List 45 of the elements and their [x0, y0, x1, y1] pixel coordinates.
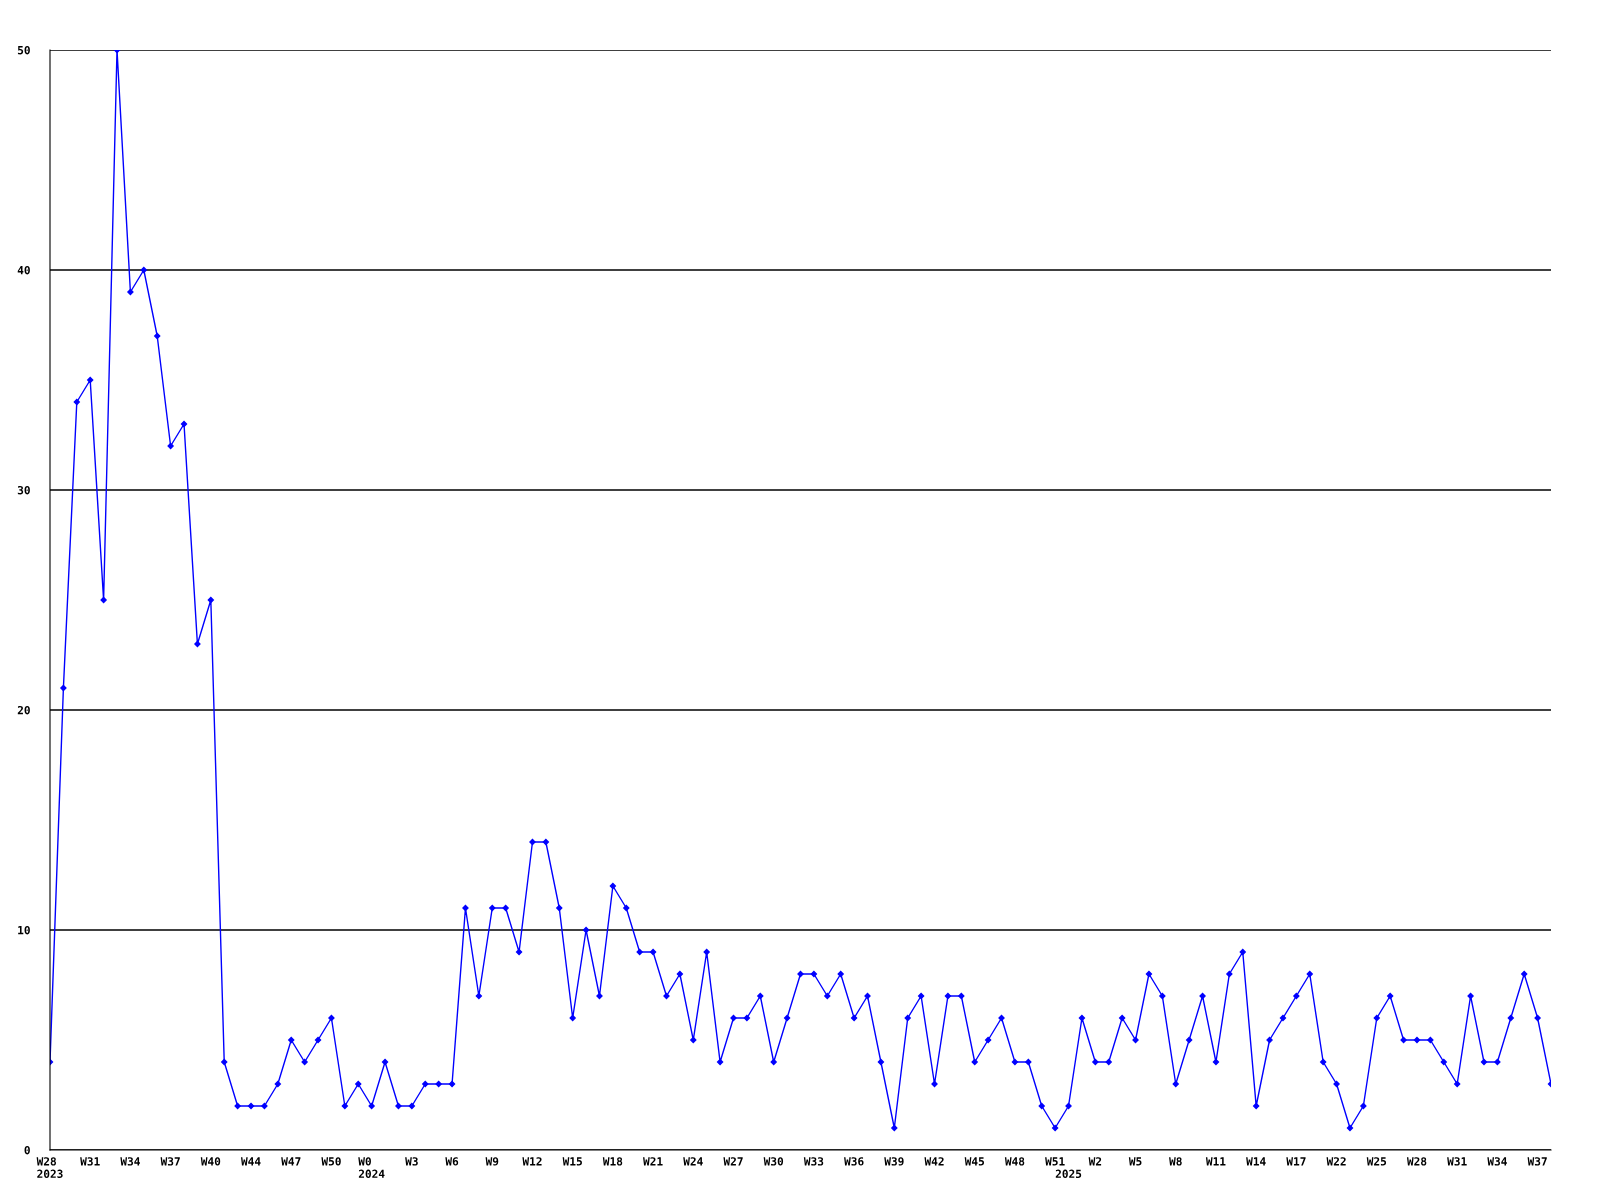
y-tick-label: 50 [17, 45, 30, 55]
x-tick-label: W45 [964, 1157, 984, 1166]
x-tick-label: W39 [884, 1157, 904, 1166]
x-tick-label: W33 [803, 1157, 824, 1166]
y-tick-label: 10 [18, 925, 30, 935]
x-tick-label: W42 [924, 1157, 944, 1166]
x-tick-label: W34 [120, 1157, 140, 1166]
x-tick-label: W47 [281, 1157, 301, 1166]
x-tick-label: W8 [1169, 1157, 1182, 1166]
x-tick-label: W11 [1205, 1157, 1226, 1166]
x-tick-label: W18 [602, 1157, 623, 1166]
x-tick-label: W14 [1246, 1157, 1266, 1166]
y-tick-label: 30 [17, 485, 30, 495]
x-tick-label: 2025 [1055, 1169, 1082, 1178]
y-tick-label: 40 [17, 265, 30, 275]
x-tick-label: W48 [1004, 1157, 1025, 1166]
x-tick-label: W21 [643, 1157, 663, 1166]
x-tick-label: W31 [1447, 1157, 1467, 1166]
x-tick-label: W28 2023 [36, 1157, 63, 1178]
x-tick-label: W2 [1088, 1157, 1102, 1166]
x-tick-label: W25 [1366, 1157, 1387, 1166]
x-tick-label: W50 [321, 1157, 341, 1166]
x-tick-label: W31 [80, 1157, 100, 1166]
y-tick-label: 20 [17, 705, 30, 715]
x-tick-label: W34 [1487, 1157, 1507, 1166]
x-tick-label: W37 [160, 1157, 180, 1166]
x-tick-label: W36 [844, 1157, 864, 1166]
x-tick-label: W27 [723, 1157, 743, 1166]
x-tick-label: W5 [1128, 1157, 1142, 1166]
x-tick-label: W37 [1527, 1157, 1547, 1166]
x-tick-label: W9 [485, 1157, 499, 1166]
x-tick-label: W17 [1286, 1157, 1306, 1166]
x-tick-label: W22 [1326, 1157, 1346, 1166]
x-tick-label: W30 [763, 1157, 784, 1166]
y-tick-label: 0 [24, 1145, 30, 1155]
x-tick-label: W0 2024 [358, 1157, 385, 1178]
x-tick-label: W15 [562, 1157, 582, 1166]
x-tick-label: W3 [405, 1157, 418, 1166]
x-tick-label: W12 [522, 1157, 542, 1166]
x-tick-label: W40 [200, 1157, 221, 1166]
x-tick-label: W6 [445, 1157, 459, 1166]
x-tick-label: W24 [683, 1157, 703, 1166]
x-tick-label: W44 [240, 1157, 261, 1166]
x-tick-label: W51 [1045, 1157, 1065, 1166]
x-tick-label: W28 [1406, 1157, 1427, 1166]
